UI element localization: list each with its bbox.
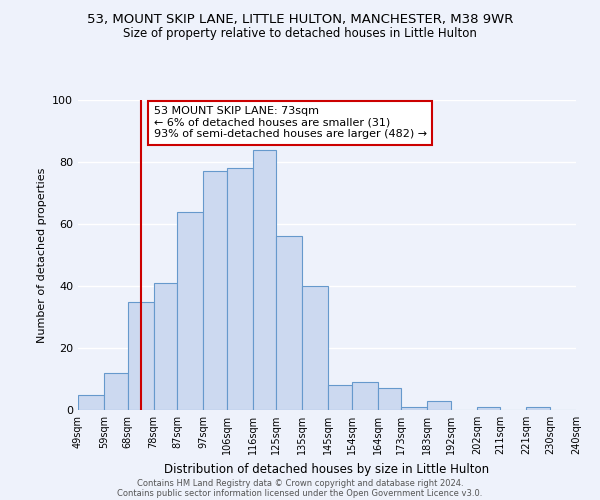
Bar	[477, 407, 500, 410]
Bar	[253, 150, 276, 410]
Bar	[526, 407, 550, 410]
X-axis label: Distribution of detached houses by size in Little Hulton: Distribution of detached houses by size …	[164, 462, 490, 475]
Bar	[177, 212, 203, 410]
Text: 53 MOUNT SKIP LANE: 73sqm
← 6% of detached houses are smaller (31)
93% of semi-d: 53 MOUNT SKIP LANE: 73sqm ← 6% of detach…	[154, 106, 427, 140]
Bar	[104, 373, 128, 410]
Bar	[227, 168, 253, 410]
Bar	[328, 385, 352, 410]
Text: 53, MOUNT SKIP LANE, LITTLE HULTON, MANCHESTER, M38 9WR: 53, MOUNT SKIP LANE, LITTLE HULTON, MANC…	[87, 12, 513, 26]
Bar	[302, 286, 328, 410]
Text: Contains public sector information licensed under the Open Government Licence v3: Contains public sector information licen…	[118, 488, 482, 498]
Bar	[352, 382, 378, 410]
Bar	[427, 400, 451, 410]
Text: Size of property relative to detached houses in Little Hulton: Size of property relative to detached ho…	[123, 28, 477, 40]
Bar	[128, 302, 154, 410]
Bar	[401, 407, 427, 410]
Bar	[203, 172, 227, 410]
Bar	[378, 388, 401, 410]
Text: Contains HM Land Registry data © Crown copyright and database right 2024.: Contains HM Land Registry data © Crown c…	[137, 478, 463, 488]
Bar	[154, 283, 177, 410]
Y-axis label: Number of detached properties: Number of detached properties	[37, 168, 47, 342]
Bar	[276, 236, 302, 410]
Bar	[78, 394, 104, 410]
